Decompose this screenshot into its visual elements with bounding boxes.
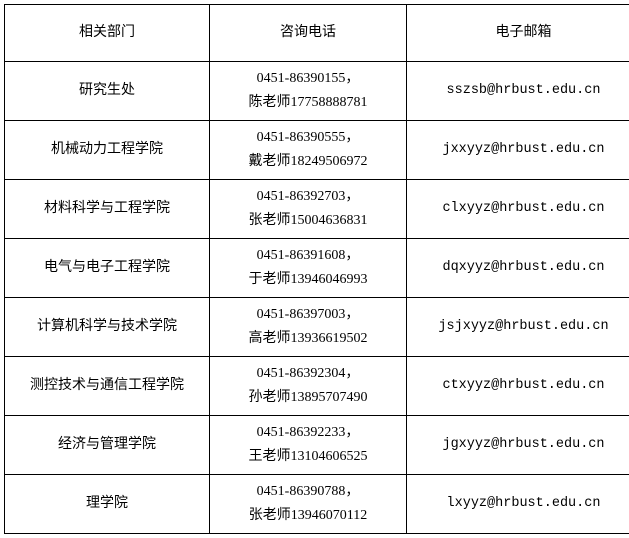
table-row: 测控技术与通信工程学院 0451-86392304， 孙老师13895707490… <box>5 357 629 416</box>
cell-dept: 材料科学与工程学院 <box>5 180 210 239</box>
table-row: 理学院 0451-86390788，张老师13946070112 lxyyz@h… <box>5 475 629 534</box>
cell-phone: 0451-86391608， 于老师13946046993 <box>210 239 407 298</box>
header-email: 电子邮箱 <box>407 5 629 62</box>
phone-line1: 0451-86390788， <box>257 484 360 499</box>
phone-line2: 于老师13946046993 <box>249 272 368 287</box>
phone-line2: 张老师15004636831 <box>249 213 368 228</box>
phone-line1: 0451-86391608， <box>257 248 360 263</box>
cell-email: jgxyyz@hrbust.edu.cn <box>407 416 629 475</box>
cell-phone: 0451-86392233， 王老师13104606525 <box>210 416 407 475</box>
table-header-row: 相关部门 咨询电话 电子邮箱 <box>5 5 629 62</box>
cell-email: jsjxyyz@hrbust.edu.cn <box>407 298 629 357</box>
phone-line1: 0451-86390555， <box>257 130 360 145</box>
cell-email: lxyyz@hrbust.edu.cn <box>407 475 629 534</box>
cell-dept: 研究生处 <box>5 62 210 121</box>
header-dept: 相关部门 <box>5 5 210 62</box>
cell-phone: 0451-86390155， 陈老师17758888781 <box>210 62 407 121</box>
cell-email: dqxyyz@hrbust.edu.cn <box>407 239 629 298</box>
cell-phone: 0451-86397003， 高老师13936619502 <box>210 298 407 357</box>
cell-dept: 理学院 <box>5 475 210 534</box>
cell-email: ctxyyz@hrbust.edu.cn <box>407 357 629 416</box>
phone-line1: 0451-86397003， <box>257 307 360 322</box>
phone-line1: 0451-86392703， <box>257 189 360 204</box>
table-row: 电气与电子工程学院 0451-86391608， 于老师13946046993 d… <box>5 239 629 298</box>
table-row: 经济与管理学院 0451-86392233， 王老师13104606525 jgx… <box>5 416 629 475</box>
phone-line1: 0451-86392233， <box>257 425 360 440</box>
phone-line1: 0451-86390155， <box>257 71 360 86</box>
phone-line2: 高老师13936619502 <box>249 331 368 346</box>
table-row: 机械动力工程学院 0451-86390555， 戴老师18249506972 jx… <box>5 121 629 180</box>
cell-dept: 机械动力工程学院 <box>5 121 210 180</box>
cell-phone: 0451-86390788，张老师13946070112 <box>210 475 407 534</box>
department-contact-table: 相关部门 咨询电话 电子邮箱 研究生处 0451-86390155， 陈老师177… <box>4 4 629 534</box>
table-row: 计算机科学与技术学院 0451-86397003，高老师13936619502 … <box>5 298 629 357</box>
table-row: 材料科学与工程学院 0451-86392703， 张老师15004636831 c… <box>5 180 629 239</box>
cell-email: sszsb@hrbust.edu.cn <box>407 62 629 121</box>
phone-line2: 陈老师17758888781 <box>249 95 368 110</box>
cell-phone: 0451-86392304， 孙老师13895707490 <box>210 357 407 416</box>
cell-dept: 测控技术与通信工程学院 <box>5 357 210 416</box>
phone-line2: 王老师13104606525 <box>249 449 368 464</box>
cell-dept: 经济与管理学院 <box>5 416 210 475</box>
cell-dept: 计算机科学与技术学院 <box>5 298 210 357</box>
cell-email: clxyyz@hrbust.edu.cn <box>407 180 629 239</box>
table-row: 研究生处 0451-86390155， 陈老师17758888781 sszsb@… <box>5 62 629 121</box>
cell-email: jxxyyz@hrbust.edu.cn <box>407 121 629 180</box>
phone-line1: 0451-86392304， <box>257 366 360 381</box>
cell-phone: 0451-86392703， 张老师15004636831 <box>210 180 407 239</box>
phone-line2: 戴老师18249506972 <box>249 154 368 169</box>
table-body: 研究生处 0451-86390155， 陈老师17758888781 sszsb@… <box>5 62 629 534</box>
cell-phone: 0451-86390555， 戴老师18249506972 <box>210 121 407 180</box>
phone-line2: 孙老师13895707490 <box>249 390 368 405</box>
cell-dept: 电气与电子工程学院 <box>5 239 210 298</box>
header-phone: 咨询电话 <box>210 5 407 62</box>
